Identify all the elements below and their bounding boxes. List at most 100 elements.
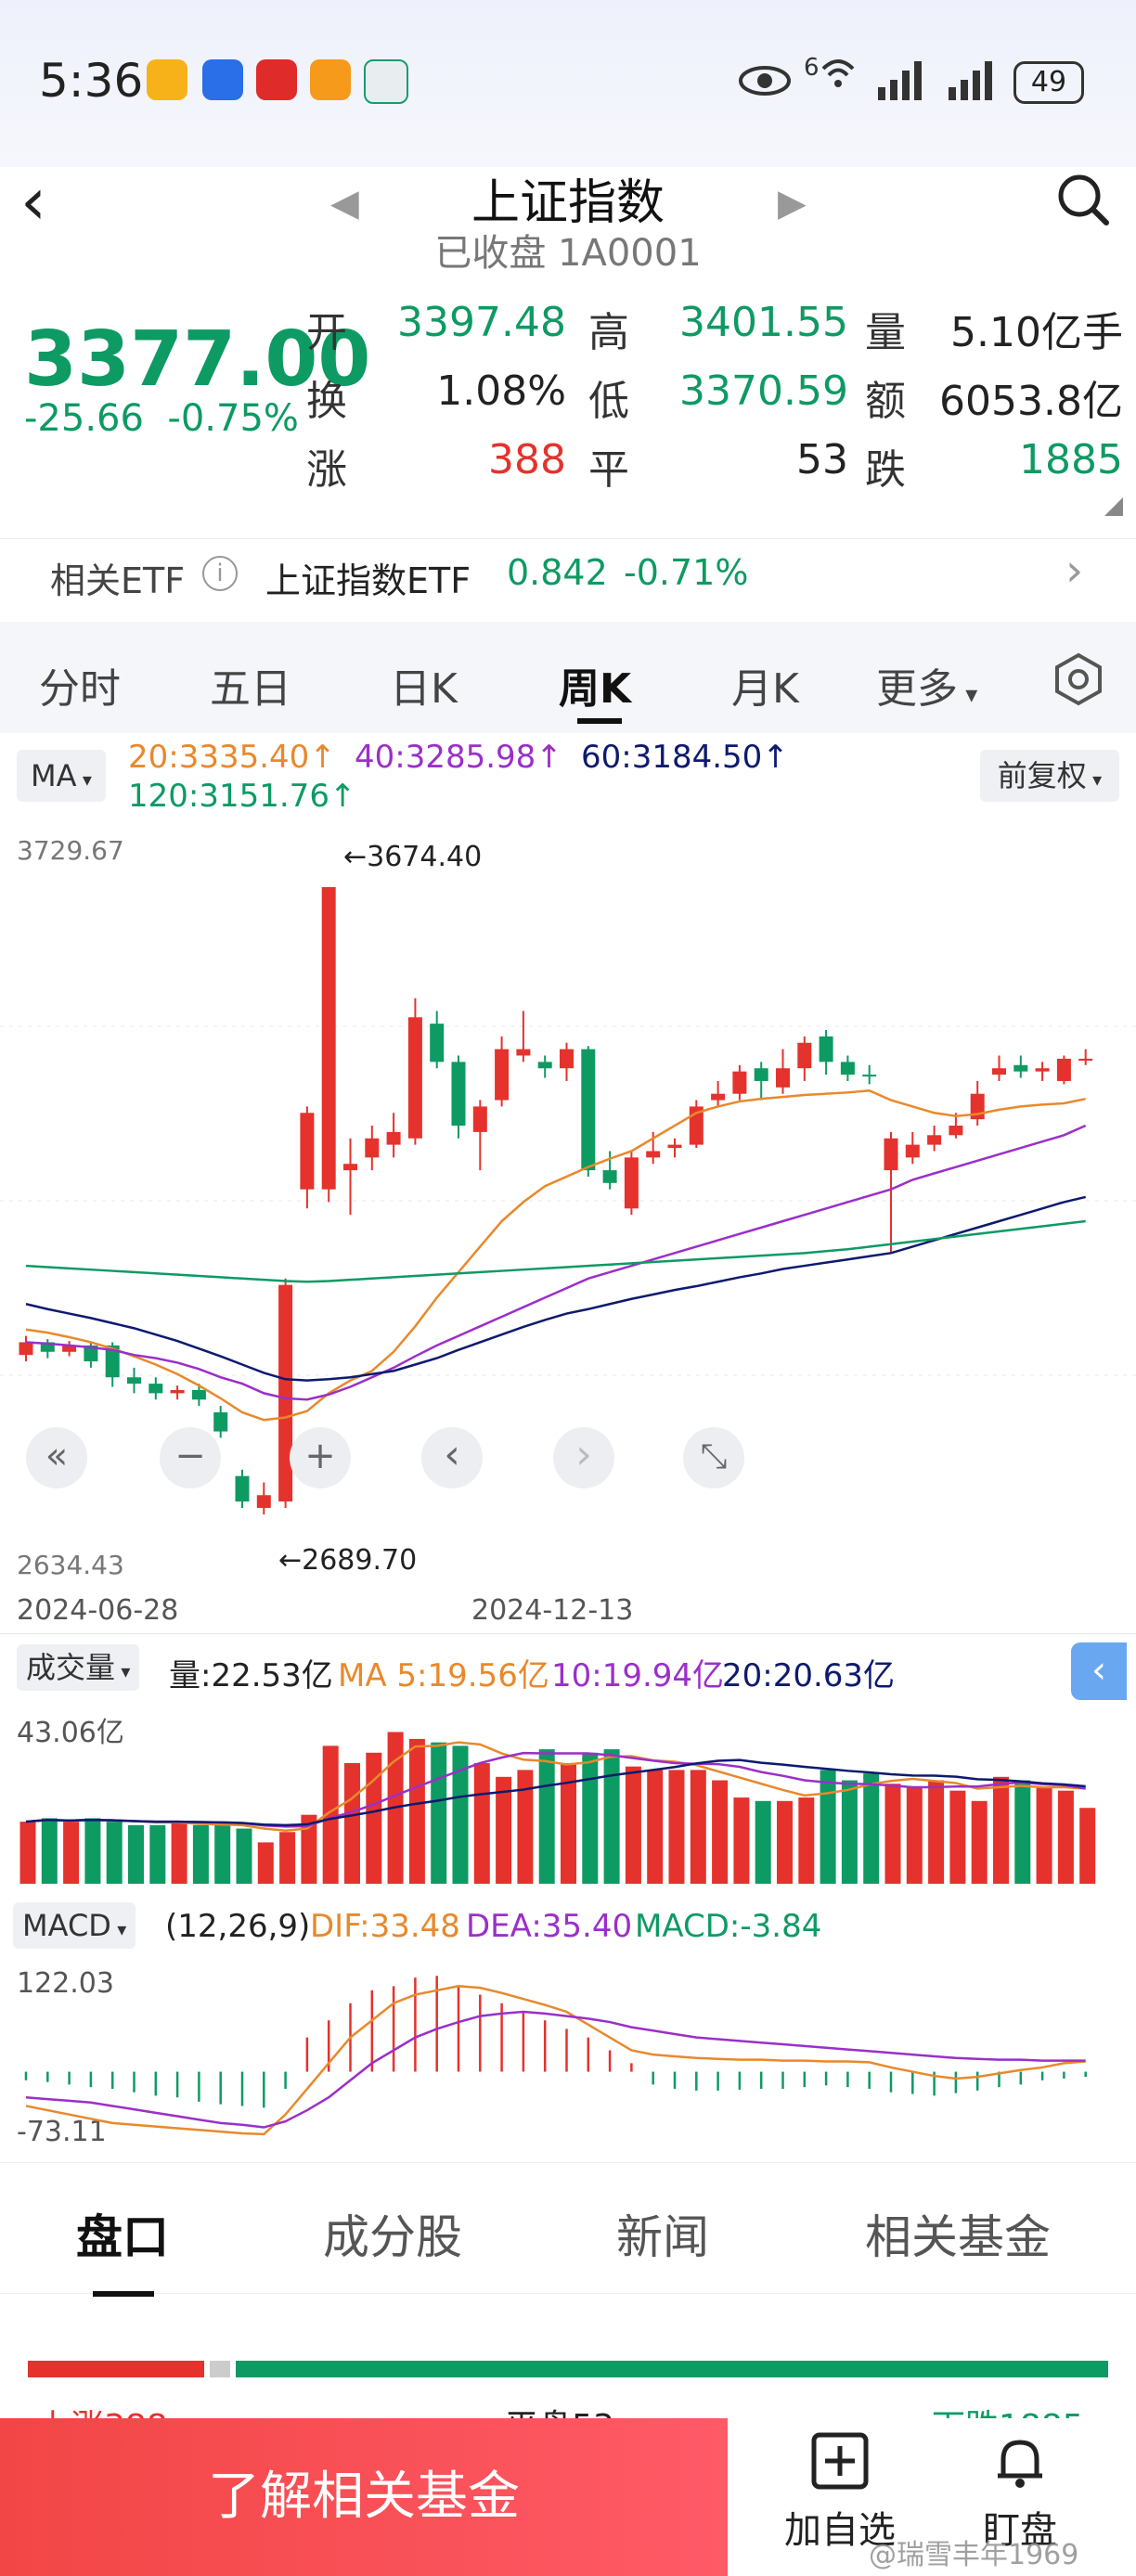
settings-hex-icon[interactable] xyxy=(1051,651,1106,707)
info-icon[interactable]: i xyxy=(202,556,238,591)
volume-bar xyxy=(733,1797,750,1884)
adjust-dropdown[interactable]: 前复权 ▾ xyxy=(980,750,1119,802)
candle-body xyxy=(256,1495,271,1508)
amount-label: 额 xyxy=(865,378,906,425)
high-annotation: ←3674.40 xyxy=(343,841,483,873)
etf-pct: -0.71% xyxy=(624,552,749,593)
volume-bar xyxy=(149,1824,166,1884)
amount-value: 6053.8亿 xyxy=(939,378,1123,425)
back-button[interactable]: ‹ xyxy=(20,163,46,239)
volume-bar xyxy=(106,1822,123,1884)
adjust-label: 前复权 xyxy=(997,758,1087,793)
flat-count-value: 53 xyxy=(796,436,848,483)
volume-ma-line-20 xyxy=(25,1758,1086,1827)
next-index-arrow[interactable]: ▶ xyxy=(778,182,807,225)
expand-corner-icon[interactable] xyxy=(1104,497,1123,516)
page-title: 上证指数 xyxy=(471,175,665,231)
volume-indicator-dropdown[interactable]: 成交量 ▾ xyxy=(17,1644,140,1691)
tab-yuek[interactable]: 月K xyxy=(731,665,799,713)
breadth-up-bar xyxy=(28,2361,204,2377)
zoom-out-button[interactable]: − xyxy=(160,1427,221,1488)
tab-related-funds[interactable]: 相关基金 xyxy=(865,2210,1051,2264)
candle-body xyxy=(927,1135,942,1145)
volume-bar xyxy=(755,1800,771,1884)
candle-body xyxy=(624,1157,639,1209)
candle-body xyxy=(516,1049,531,1056)
ma-badge-label: MA xyxy=(31,758,77,793)
tab-zhouk[interactable]: 周K xyxy=(559,665,632,713)
macd-dea-line xyxy=(25,2010,1086,2129)
tab-fenshi[interactable]: 分时 xyxy=(39,665,121,713)
volume-bar xyxy=(603,1749,620,1884)
candle-body xyxy=(1013,1064,1028,1072)
candle-body xyxy=(884,1138,898,1171)
related-etf-row[interactable]: 相关ETF i 上证指数ETF 0.842 -0.71% › xyxy=(0,538,1136,604)
prev-index-arrow[interactable]: ◀ xyxy=(330,182,359,225)
macd-badge-label: MACD xyxy=(22,1908,111,1943)
related-funds-button[interactable]: 了解相关基金 xyxy=(0,2418,728,2576)
ma-line-60 xyxy=(25,1195,1086,1382)
page-subtitle: 已收盘 1A0001 xyxy=(434,232,702,275)
fullscreen-button[interactable]: ⤡ xyxy=(683,1427,744,1488)
low-label: 低 xyxy=(588,378,629,425)
candle-body xyxy=(170,1389,185,1394)
volume-bar xyxy=(993,1776,1009,1884)
macd-indicator-dropdown[interactable]: MACD ▾ xyxy=(13,1902,136,1949)
watch-button[interactable]: 盯盘 xyxy=(960,2431,1080,2554)
volume-ma-line-5 xyxy=(25,1741,1086,1833)
tab-news[interactable]: 新闻 xyxy=(616,2210,709,2264)
signal-icon-1 xyxy=(878,61,922,100)
change-value: -25.66 xyxy=(24,397,144,440)
volume-ma5: MA 5:19.56亿 xyxy=(338,1657,549,1694)
candle-body xyxy=(862,1075,877,1077)
tab-rik[interactable]: 日K xyxy=(390,665,458,713)
high-label: 高 xyxy=(588,309,629,356)
turnover-label: 换 xyxy=(306,378,347,425)
volume-bar xyxy=(214,1824,231,1884)
volume-ma10: 10:19.94亿 xyxy=(551,1657,725,1694)
candle-body xyxy=(711,1093,726,1101)
volume-ma-line-10 xyxy=(25,1751,1086,1828)
candle-body xyxy=(472,1106,487,1132)
etf-price: 0.842 xyxy=(507,552,608,593)
scroll-start-button[interactable]: « xyxy=(26,1427,87,1488)
price-change: -25.66 -0.75% xyxy=(24,397,299,440)
wallet-app-icon xyxy=(310,59,351,100)
candlestick-chart[interactable] xyxy=(0,830,1136,1591)
volume-bar xyxy=(84,1818,101,1884)
macd-chart xyxy=(24,1976,1087,2136)
candle-body xyxy=(278,1284,293,1502)
volume-bar xyxy=(517,1770,534,1884)
candle-body xyxy=(560,1049,574,1069)
tab-wuri[interactable]: 五日 xyxy=(210,665,291,713)
volume-bar xyxy=(798,1797,815,1884)
collapse-panel-button[interactable]: ‹ xyxy=(1071,1642,1127,1700)
up-count-label: 涨 xyxy=(306,446,347,494)
scroll-right-button[interactable]: › xyxy=(553,1427,614,1488)
add-watchlist-button[interactable]: 加自选 xyxy=(780,2431,900,2554)
volume-bar xyxy=(582,1752,599,1884)
chevron-right-icon: › xyxy=(1065,545,1084,597)
candle-body xyxy=(797,1042,812,1069)
tab-constituents[interactable]: 成分股 xyxy=(323,2210,462,2264)
scroll-left-button[interactable]: ‹ xyxy=(421,1427,483,1488)
ma-indicator-dropdown[interactable]: MA ▾ xyxy=(17,750,106,802)
candle-body xyxy=(451,1062,466,1127)
search-icon[interactable] xyxy=(1056,173,1110,226)
volume-current: 量:22.53亿 xyxy=(169,1657,333,1694)
tab-more[interactable]: 更多 ▾ xyxy=(876,655,977,715)
tab-pankou[interactable]: 盘口 xyxy=(76,2210,169,2264)
candle-body xyxy=(840,1062,855,1075)
macd-params: (12,26,9) xyxy=(165,1908,311,1945)
volume-bar xyxy=(452,1745,469,1884)
candle-body xyxy=(1056,1058,1071,1081)
candle-body xyxy=(732,1071,747,1094)
volume-max-label: 43.06亿 xyxy=(17,1717,124,1749)
candle-body xyxy=(949,1126,963,1136)
volume-bar xyxy=(712,1780,729,1884)
zoom-in-button[interactable]: + xyxy=(290,1427,351,1488)
candle-body xyxy=(300,1113,315,1190)
macd-dif: DIF:33.48 xyxy=(310,1908,460,1945)
add-watchlist-label: 加自选 xyxy=(784,2509,896,2552)
candle-body xyxy=(819,1036,833,1063)
